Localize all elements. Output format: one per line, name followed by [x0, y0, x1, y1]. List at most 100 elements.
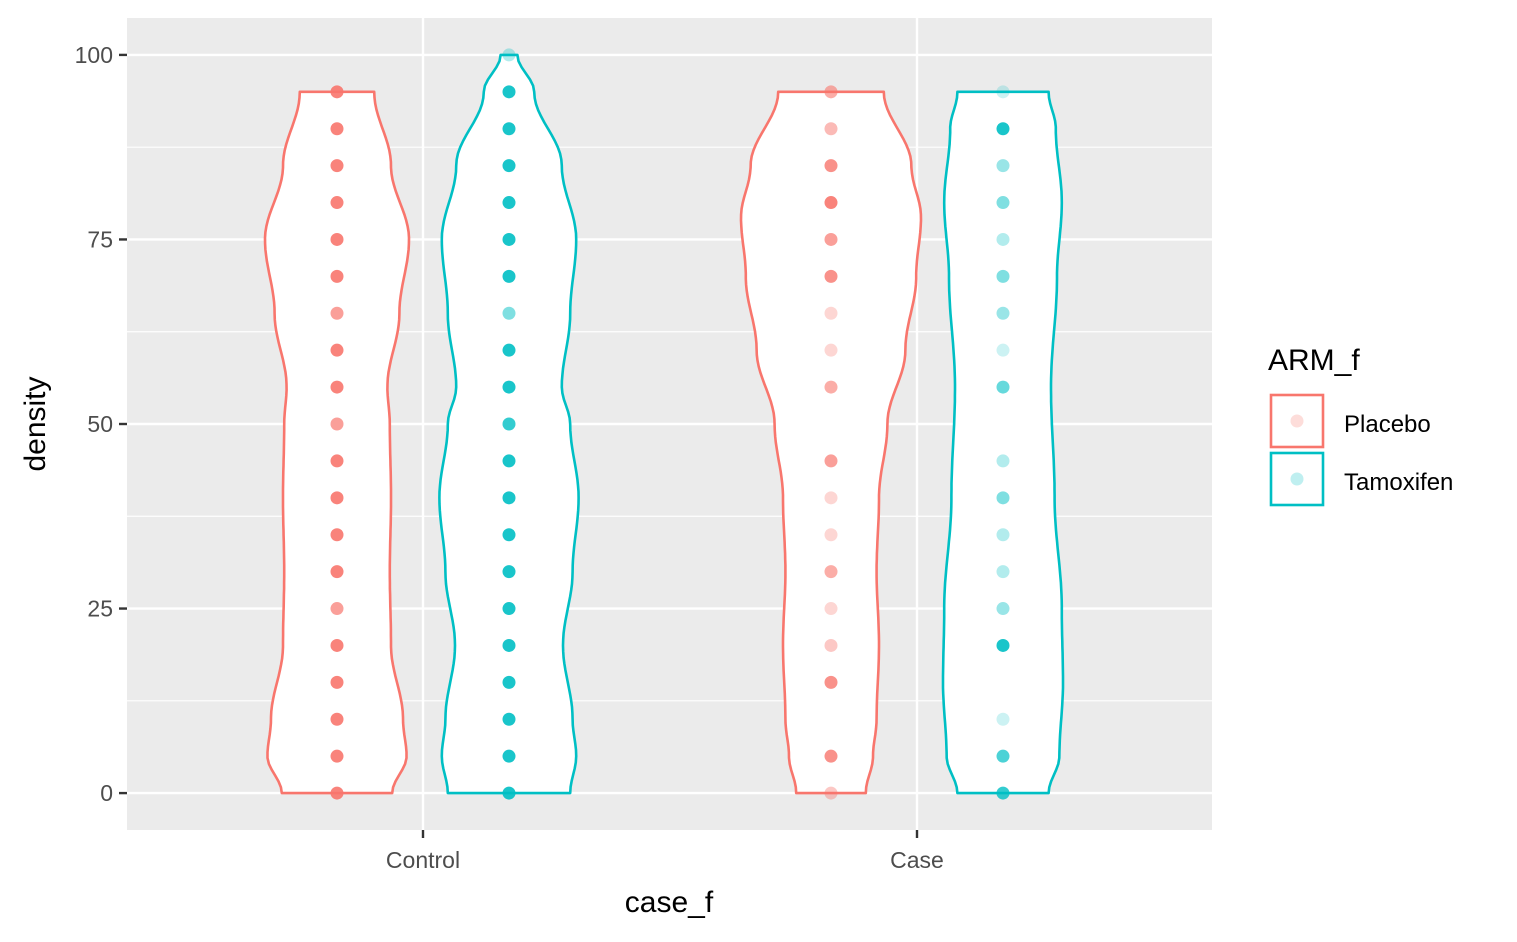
- point-control-tamoxifen: [502, 602, 516, 616]
- point-control-tamoxifen: [502, 269, 516, 283]
- point-case-placebo: [824, 122, 838, 136]
- legend-keys: [1269, 393, 1325, 507]
- point-control-placebo: [330, 749, 344, 763]
- point-control-placebo: [330, 454, 344, 468]
- point-control-tamoxifen: [502, 749, 516, 763]
- point-control-tamoxifen: [502, 491, 516, 505]
- point-case-tamoxifen: [996, 454, 1010, 468]
- point-case-placebo: [824, 454, 838, 468]
- point-control-tamoxifen: [502, 565, 516, 579]
- x-tick-label: Control: [386, 847, 460, 873]
- point-control-tamoxifen: [502, 122, 516, 136]
- point-case-placebo: [824, 565, 838, 579]
- point-control-tamoxifen: [502, 85, 516, 99]
- point-control-placebo: [330, 196, 344, 210]
- point-control-tamoxifen: [502, 159, 516, 173]
- legend-key-point-placebo: [1290, 414, 1304, 428]
- y-tick-label: 25: [87, 596, 113, 622]
- point-case-placebo: [824, 638, 838, 652]
- point-case-placebo: [824, 306, 838, 320]
- y-tick-label: 100: [75, 42, 113, 68]
- point-control-placebo: [330, 159, 344, 173]
- violin-control-placebo: [263, 90, 411, 795]
- point-control-tamoxifen: [502, 48, 516, 62]
- point-control-tamoxifen: [502, 638, 516, 652]
- data-points: [330, 48, 1010, 800]
- point-control-placebo: [330, 638, 344, 652]
- point-case-placebo: [824, 602, 838, 616]
- y-axis-title: density: [19, 376, 52, 471]
- point-control-tamoxifen: [502, 528, 516, 542]
- point-case-tamoxifen: [996, 712, 1010, 726]
- point-case-tamoxifen: [996, 786, 1010, 800]
- point-case-tamoxifen: [996, 196, 1010, 210]
- point-case-placebo: [824, 343, 838, 357]
- violins: [263, 53, 1065, 795]
- point-case-placebo: [824, 159, 838, 173]
- point-control-tamoxifen: [502, 306, 516, 320]
- point-case-tamoxifen: [996, 232, 1010, 246]
- point-control-placebo: [330, 786, 344, 800]
- y-tick-label: 0: [100, 780, 113, 806]
- point-control-placebo: [330, 122, 344, 136]
- point-case-tamoxifen: [996, 306, 1010, 320]
- point-case-tamoxifen: [996, 85, 1010, 99]
- point-control-placebo: [330, 565, 344, 579]
- point-control-placebo: [330, 602, 344, 616]
- point-control-tamoxifen: [502, 380, 516, 394]
- point-control-placebo: [330, 528, 344, 542]
- point-case-tamoxifen: [996, 638, 1010, 652]
- legend-title: ARM_f: [1268, 344, 1360, 377]
- y-tick-label: 75: [87, 226, 113, 252]
- point-case-tamoxifen: [996, 159, 1010, 173]
- violin-case-placebo: [739, 90, 923, 795]
- point-control-tamoxifen: [502, 417, 516, 431]
- point-case-placebo: [824, 232, 838, 246]
- point-control-tamoxifen: [502, 343, 516, 357]
- point-case-placebo: [824, 675, 838, 689]
- point-control-placebo: [330, 232, 344, 246]
- point-case-tamoxifen: [996, 565, 1010, 579]
- violin-case-tamoxifen: [941, 90, 1065, 795]
- legend-key-tamoxifen: [1269, 451, 1325, 507]
- point-control-placebo: [330, 491, 344, 505]
- point-case-tamoxifen: [996, 269, 1010, 283]
- point-control-tamoxifen: [502, 232, 516, 246]
- point-case-placebo: [824, 269, 838, 283]
- point-case-tamoxifen: [996, 380, 1010, 394]
- point-case-placebo: [824, 528, 838, 542]
- point-case-placebo: [824, 749, 838, 763]
- point-case-placebo: [824, 196, 838, 210]
- point-control-tamoxifen: [502, 196, 516, 210]
- legend-key-point-tamoxifen: [1290, 472, 1304, 486]
- point-control-placebo: [330, 269, 344, 283]
- legend-key-placebo: [1269, 393, 1325, 449]
- legend: ARM_f Placebo Tamoxifen: [1268, 344, 1453, 507]
- point-case-placebo: [824, 380, 838, 394]
- point-control-tamoxifen: [502, 454, 516, 468]
- point-control-placebo: [330, 380, 344, 394]
- point-case-placebo: [824, 786, 838, 800]
- x-tick-label: Case: [890, 847, 944, 873]
- point-case-tamoxifen: [996, 749, 1010, 763]
- point-control-placebo: [330, 343, 344, 357]
- legend-label-placebo: Placebo: [1344, 411, 1431, 438]
- point-control-placebo: [330, 712, 344, 726]
- point-control-tamoxifen: [502, 712, 516, 726]
- point-control-placebo: [330, 306, 344, 320]
- legend-label-tamoxifen: Tamoxifen: [1344, 469, 1453, 496]
- point-control-tamoxifen: [502, 786, 516, 800]
- point-case-tamoxifen: [996, 528, 1010, 542]
- x-axis-title: case_f: [625, 886, 714, 919]
- point-control-placebo: [330, 675, 344, 689]
- point-control-placebo: [330, 417, 344, 431]
- y-tick-label: 50: [87, 411, 113, 437]
- point-case-placebo: [824, 491, 838, 505]
- point-case-placebo: [824, 85, 838, 99]
- point-case-tamoxifen: [996, 491, 1010, 505]
- point-case-tamoxifen: [996, 343, 1010, 357]
- point-control-placebo: [330, 85, 344, 99]
- axes: 0 25 50 75 100 Control Case: [75, 42, 944, 873]
